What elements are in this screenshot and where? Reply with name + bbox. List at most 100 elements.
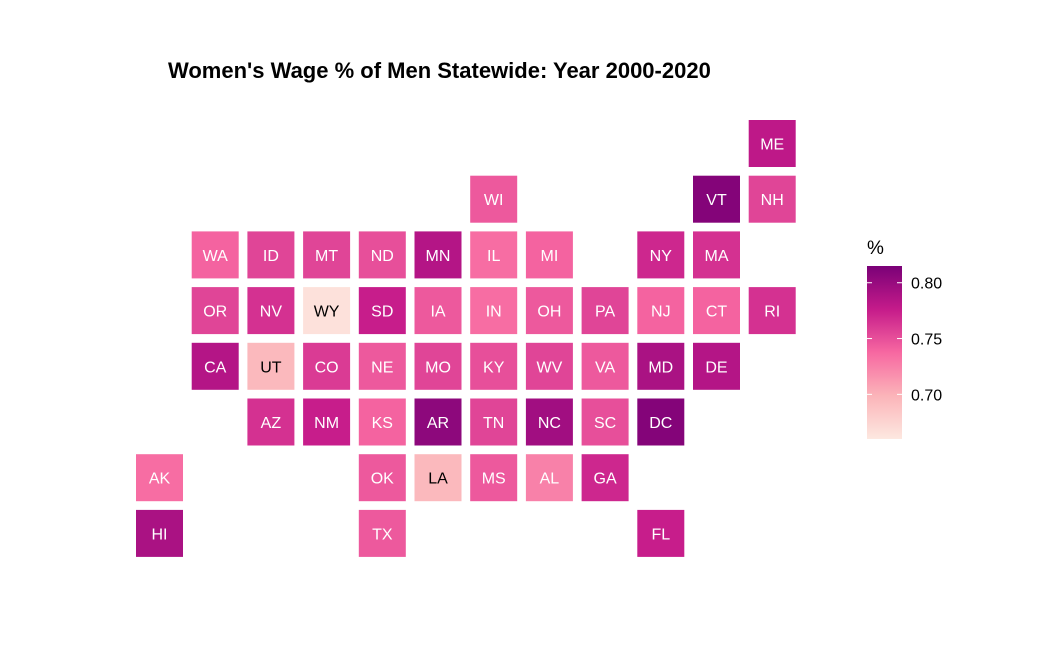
state-tile-dc: DC <box>637 398 685 446</box>
state-tile-nh: NH <box>748 175 796 223</box>
state-tile-fill <box>247 398 295 446</box>
state-tile-or: OR <box>191 287 239 335</box>
state-tile-ma: MA <box>693 231 740 279</box>
state-label: DE <box>705 359 727 376</box>
state-label: CT <box>706 304 728 321</box>
state-tile-va: VA <box>581 342 629 390</box>
state-tile-fill <box>693 175 740 223</box>
state-tile-hi: HI <box>136 509 183 557</box>
state-tile-nj: NJ <box>637 287 685 335</box>
state-label: RI <box>764 304 780 321</box>
state-tile-fill <box>470 342 518 390</box>
state-label: AL <box>540 471 560 488</box>
legend-colorbar <box>867 266 902 439</box>
state-tile-ny: NY <box>637 231 685 279</box>
state-label: UT <box>260 359 282 376</box>
state-tile-ms: MS <box>470 454 518 502</box>
state-label: NV <box>260 304 283 321</box>
state-tile-nc: NC <box>525 398 573 446</box>
state-tile-ks: KS <box>358 398 406 446</box>
state-tile-la: LA <box>414 454 462 502</box>
state-tile-fl: FL <box>637 509 685 557</box>
state-tile-fill <box>414 231 462 279</box>
state-tile-fill <box>693 231 740 279</box>
state-tile-fill <box>637 287 685 335</box>
state-tile-fill <box>414 342 462 390</box>
state-label: MN <box>426 248 451 265</box>
state-tile-fill <box>247 231 295 279</box>
state-label: IN <box>486 304 502 321</box>
color-legend: % 0.80 0.75 0.70 <box>867 238 942 439</box>
state-label: IL <box>487 248 500 265</box>
state-tile-az: AZ <box>247 398 295 446</box>
legend-tick-label: 0.70 <box>911 387 942 404</box>
state-label: MA <box>705 248 729 265</box>
state-tile-fill <box>748 175 796 223</box>
state-label: DC <box>649 415 672 432</box>
state-tile-ga: GA <box>581 454 629 502</box>
state-label: IA <box>430 304 445 321</box>
state-label: AR <box>427 415 449 432</box>
state-label: MO <box>425 359 451 376</box>
state-label: TX <box>372 526 393 543</box>
state-tile-fill <box>191 287 239 335</box>
state-label: SC <box>594 415 616 432</box>
state-tile-mt: MT <box>303 231 351 279</box>
state-tile-fill <box>525 342 573 390</box>
state-label: NC <box>538 415 561 432</box>
state-label: AK <box>149 471 171 488</box>
legend-ticks: 0.80 0.75 0.70 <box>867 276 942 404</box>
state-label: MI <box>541 248 559 265</box>
state-label: OH <box>537 304 561 321</box>
state-tile-fill <box>358 454 406 502</box>
state-tile-fill <box>525 398 573 446</box>
legend-tick-label: 0.75 <box>911 332 942 349</box>
state-label: OK <box>371 471 394 488</box>
state-label: HI <box>152 526 168 543</box>
state-tile-fill <box>303 231 351 279</box>
state-label: WI <box>484 192 504 209</box>
state-tile-wy: WY <box>303 287 351 335</box>
state-tile-fill <box>247 342 295 390</box>
state-label: OR <box>203 304 227 321</box>
state-tile-mn: MN <box>414 231 462 279</box>
state-tile-nm: NM <box>303 398 351 446</box>
state-tile-nd: ND <box>358 231 406 279</box>
state-tile-fill <box>247 287 295 335</box>
state-tile-fill <box>358 231 406 279</box>
state-tile-fill <box>191 231 239 279</box>
state-label: FL <box>651 526 670 543</box>
state-label: WY <box>314 304 340 321</box>
state-tile-ky: KY <box>470 342 518 390</box>
state-tile-ca: CA <box>191 342 239 390</box>
state-tile-ri: RI <box>748 287 796 335</box>
state-tile-fill <box>581 398 629 446</box>
state-tile-fill <box>414 287 462 335</box>
state-label: NJ <box>651 304 671 321</box>
state-tile-fill <box>637 509 685 557</box>
state-label: VT <box>706 192 727 209</box>
state-tile-id: ID <box>247 231 295 279</box>
state-tile-fill <box>470 287 518 335</box>
state-label: MD <box>648 359 673 376</box>
state-tile-fill <box>303 398 351 446</box>
state-tile-ne: NE <box>358 342 406 390</box>
state-tile-ia: IA <box>414 287 462 335</box>
state-tile-ct: CT <box>693 287 740 335</box>
legend-title: % <box>867 238 884 259</box>
state-tile-fill <box>525 454 573 502</box>
state-label: NE <box>371 359 393 376</box>
state-label: PA <box>595 304 615 321</box>
state-tile-fill <box>748 120 796 167</box>
state-tile-de: DE <box>693 342 740 390</box>
state-tile-fill <box>470 398 518 446</box>
state-tile-in: IN <box>470 287 518 335</box>
state-tile-tx: TX <box>358 509 406 557</box>
state-tile-fill <box>637 342 685 390</box>
state-label: NM <box>314 415 339 432</box>
state-tile-fill <box>191 342 239 390</box>
state-label: MS <box>482 471 506 488</box>
state-label: ME <box>760 137 784 154</box>
state-tile-wi: WI <box>470 175 518 223</box>
state-tile-fill <box>525 231 573 279</box>
